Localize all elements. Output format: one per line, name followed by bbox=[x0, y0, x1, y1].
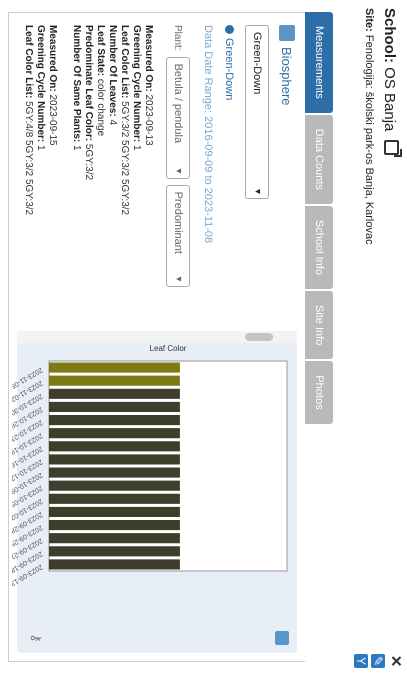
chart-panel: ⚷ 2023-11-05 2023-11-02 2023-10-30 2023-10-… bbox=[12, 331, 297, 653]
range-value: 2016-09-09 to 2023-11-08 bbox=[202, 116, 214, 244]
site-name: Fenologija: školski park-os Banja, Karlo… bbox=[363, 34, 375, 245]
tab-school-info[interactable]: School Info bbox=[305, 205, 333, 289]
metric-select[interactable]: Predominant bbox=[166, 184, 190, 287]
scrollbar-thumb[interactable] bbox=[245, 333, 273, 341]
radio-label: Green-Down bbox=[223, 38, 235, 101]
bar[interactable] bbox=[49, 546, 180, 557]
tab-content: Biosphere Green-Down Green-Down Data Dat… bbox=[8, 12, 305, 662]
protocol-label: Biosphere bbox=[279, 47, 295, 106]
tab-bar: Measurements Data Counts School Info Sit… bbox=[305, 12, 333, 662]
plant-label: Plant: bbox=[172, 25, 184, 51]
green-down-radio[interactable]: Green-Down bbox=[223, 25, 235, 311]
bar[interactable] bbox=[49, 467, 180, 478]
tab-photos[interactable]: Photos bbox=[305, 361, 333, 424]
bar[interactable] bbox=[49, 415, 180, 426]
radio-dot-icon bbox=[225, 25, 234, 34]
date-range: Data Date Range: 2016-09-09 to 2023-11-0… bbox=[200, 25, 215, 311]
bar[interactable] bbox=[49, 559, 180, 570]
bar[interactable] bbox=[49, 401, 180, 412]
protocol-heading: Biosphere bbox=[279, 25, 295, 311]
close-icon[interactable]: ✕ bbox=[387, 654, 404, 668]
bar[interactable] bbox=[49, 533, 180, 544]
bar[interactable] bbox=[49, 506, 180, 517]
bar[interactable] bbox=[49, 388, 180, 399]
site-line: Site: Fenologija: školski park-os Banja,… bbox=[363, 8, 375, 674]
panel-header: School: OS Banja Site: Fenologija: škols… bbox=[341, 8, 399, 674]
tab-site-info[interactable]: Site Info bbox=[305, 290, 333, 360]
bar[interactable] bbox=[49, 520, 180, 531]
bar[interactable] bbox=[49, 375, 180, 386]
leaf-color-chart: 2023-11-052023-11-022023-10-302023-10-26… bbox=[12, 344, 288, 587]
tab-measurements[interactable]: Measurements bbox=[305, 12, 333, 113]
axis-label: Leaf Color bbox=[150, 344, 187, 353]
bar[interactable] bbox=[49, 362, 180, 373]
school-label: School: bbox=[381, 8, 398, 63]
school-name: OS Banja bbox=[381, 67, 398, 132]
biosphere-icon bbox=[279, 25, 295, 41]
plant-row: Plant: Betula / pendula Predominant bbox=[166, 25, 190, 311]
plot-area bbox=[48, 360, 288, 572]
external-link-icon[interactable] bbox=[384, 139, 399, 155]
plant-select[interactable]: Betula / pendula bbox=[166, 56, 190, 179]
edit-icon[interactable]: ✎ bbox=[371, 654, 385, 668]
bar[interactable] bbox=[49, 428, 180, 439]
bar[interactable] bbox=[49, 454, 180, 465]
range-label: Data Date Range: bbox=[202, 25, 214, 114]
bar[interactable] bbox=[49, 480, 180, 491]
tab-data-counts[interactable]: Data Counts bbox=[305, 114, 333, 204]
chart-scrollbar[interactable] bbox=[17, 331, 297, 343]
measurement-record: Measured On: 2023-09-15 Greening Cycle N… bbox=[23, 25, 58, 216]
panel-tools: ✕ ✎ Y bbox=[351, 654, 405, 674]
school-title: School: OS Banja bbox=[381, 8, 399, 674]
protocol-select[interactable]: Green-Down bbox=[245, 25, 269, 199]
measurement-record: Measured On: 2023-09-13 Greening Cycle N… bbox=[71, 25, 154, 216]
filter-icon[interactable]: Y bbox=[354, 654, 368, 668]
measurement-sidebar: Biosphere Green-Down Green-Down Data Dat… bbox=[9, 13, 305, 323]
site-label: Site: bbox=[363, 8, 375, 32]
bar[interactable] bbox=[49, 493, 180, 504]
bar[interactable] bbox=[49, 441, 180, 452]
